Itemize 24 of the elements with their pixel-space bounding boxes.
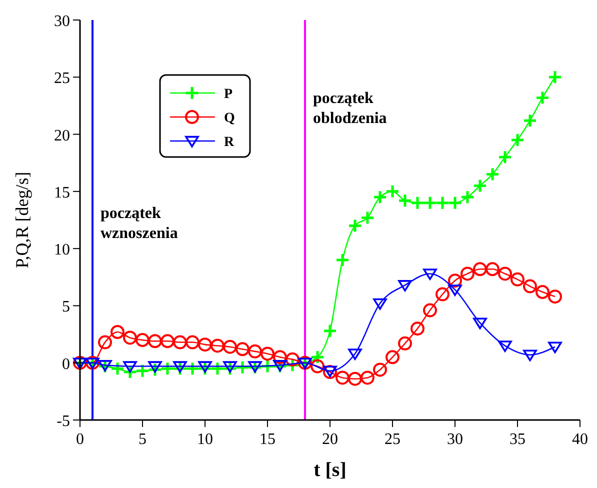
legend-label: R	[224, 135, 235, 150]
y-tick-label: 30	[54, 13, 70, 30]
x-tick-label: 5	[138, 431, 146, 448]
x-tick-label: 30	[447, 431, 463, 448]
y-tick-label: 5	[62, 298, 70, 316]
x-axis-title: t [s]	[314, 459, 346, 481]
y-tick-label: 0	[62, 356, 70, 373]
y-tick-label: 10	[54, 242, 70, 259]
legend-label: Q	[224, 111, 235, 126]
x-tick-label: 20	[322, 431, 338, 448]
y-tick-label: 15	[54, 184, 70, 202]
x-tick-label: 35	[510, 431, 526, 448]
ref-line-label: początek wznoszenia	[100, 205, 178, 242]
x-tick-label: 25	[384, 431, 400, 448]
y-tick-label: -5	[56, 413, 70, 430]
y-tick-label: 20	[54, 127, 70, 144]
legend-label: P	[224, 87, 233, 102]
x-tick-label: 15	[260, 431, 276, 448]
x-tick-label: 0	[76, 431, 84, 448]
x-tick-label: 40	[572, 431, 588, 448]
x-tick-label: 10	[197, 431, 213, 448]
y-axis-title: P,Q,R [deg/s]	[12, 172, 32, 268]
ref-line-label: początek oblodzenia	[313, 90, 387, 127]
y-tick-label: 25	[54, 70, 70, 88]
